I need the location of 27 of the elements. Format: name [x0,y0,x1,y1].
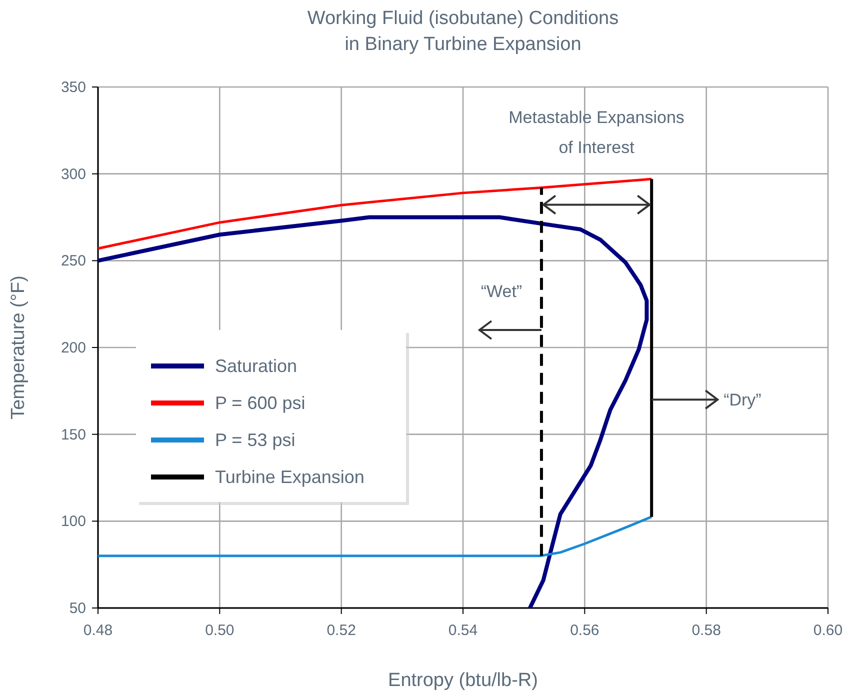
annotation: “Wet” [480,282,522,301]
y-tick-label: 300 [60,166,86,183]
line-series [96,516,653,558]
y-tick-label: 350 [60,79,86,96]
legend-label: Turbine Expansion [215,467,364,487]
legend-label: P = 600 psi [215,393,306,413]
y-tick-label: 200 [60,340,86,356]
x-tick-label: 0.52 [326,622,356,639]
x-tick-label: 0.50 [205,622,234,639]
y-tick-label: 150 [60,426,86,444]
x-axis-title: Entropy (btu/lb-R) [388,670,538,691]
y-tick-label: 50 [69,600,86,617]
x-tick-label: 0.60 [813,622,843,639]
x-tick-label: 0.56 [570,622,600,639]
chart-title: Working Fluid (isobutane) Conditions in Binary Turbine Expansion [307,8,619,55]
x-tick-label: 0.48 [83,622,113,639]
annotation: Metastable Expansions of Interest [508,108,684,157]
legend-label: Saturation [215,356,298,376]
y-axis-title: Temperature (°F) [8,276,29,420]
annotation: “Dry” [724,390,762,410]
line-series [96,178,653,250]
x-tick-label: 0.58 [692,622,721,639]
y-tick-label: 250 [60,252,86,270]
legend-label: P = 53 psi [215,430,296,450]
line-series [96,215,649,610]
y-tick-label: 100 [60,513,86,530]
x-tick-label: 0.54 [448,622,478,639]
